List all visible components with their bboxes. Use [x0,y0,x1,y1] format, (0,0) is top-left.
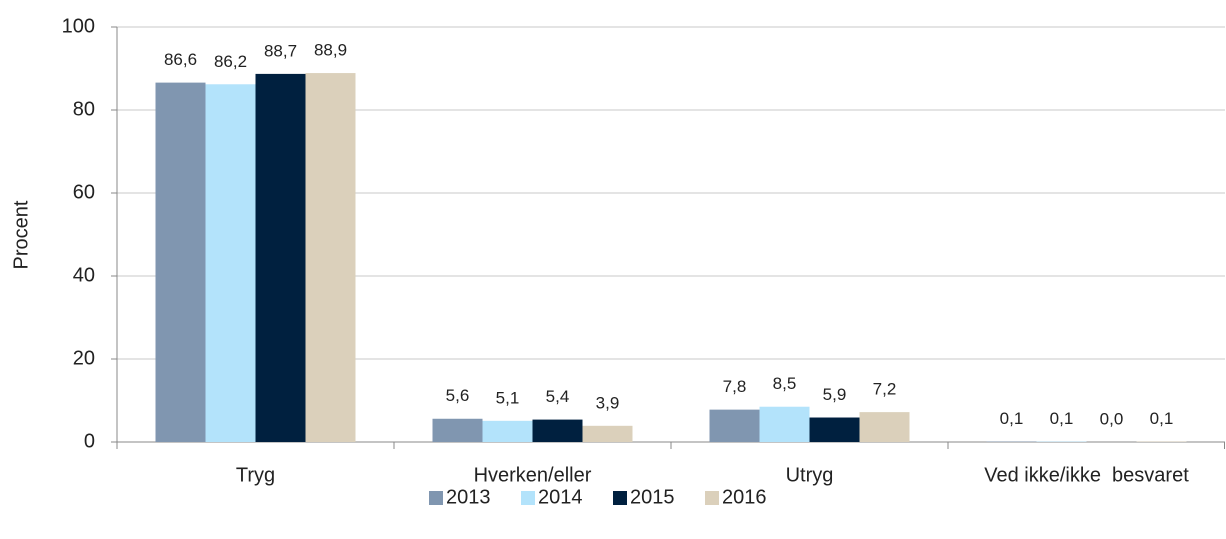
legend-swatch [521,491,535,505]
y-axis-label: Procent [10,200,32,269]
value-label: 0,0 [1100,409,1124,428]
x-tick-label: Hverken/eller [474,464,592,486]
bar [255,73,306,443]
legend-label: 2014 [538,486,583,508]
bar [582,425,633,442]
legend-label: 2013 [446,486,491,508]
value-label: 8,5 [773,374,797,393]
bar [432,418,483,442]
value-label: 88,7 [264,41,297,60]
y-tick-label: 60 [73,181,95,203]
legend-swatch [613,491,627,505]
bar [305,73,356,442]
x-tick-label: Utryg [786,464,834,486]
y-tick-label: 40 [73,264,95,286]
y-tick-label: 0 [84,430,95,452]
bar [532,419,583,442]
value-label: 0,1 [1000,409,1024,428]
legend-label: 2016 [722,486,767,508]
value-label: 86,6 [164,50,197,69]
y-tick-label: 100 [62,15,95,37]
bar [205,84,256,443]
x-tick-label: Tryg [236,464,275,486]
value-label: 0,1 [1050,409,1074,428]
value-label: 7,2 [873,380,897,399]
bar [759,406,810,442]
value-label: 3,9 [596,393,620,412]
bar [859,412,910,442]
legend-swatch [429,491,443,505]
value-label: 0,1 [1150,409,1174,428]
y-tick-label: 80 [73,98,95,120]
legend-label: 2015 [630,486,675,508]
value-label: 88,9 [314,41,347,60]
value-label: 5,6 [446,386,470,405]
legend-swatch [705,491,719,505]
y-tick-label: 20 [73,347,95,369]
value-label: 5,9 [823,385,847,404]
bar [155,82,206,443]
value-label: 5,1 [496,388,520,407]
x-tick-label: Ved ikke/ikke besvaret [984,464,1189,486]
value-label: 86,2 [214,52,247,71]
value-label: 7,8 [723,377,747,396]
bar [809,417,860,442]
bar [709,409,760,442]
bar [482,420,533,442]
value-label: 5,4 [546,387,570,406]
